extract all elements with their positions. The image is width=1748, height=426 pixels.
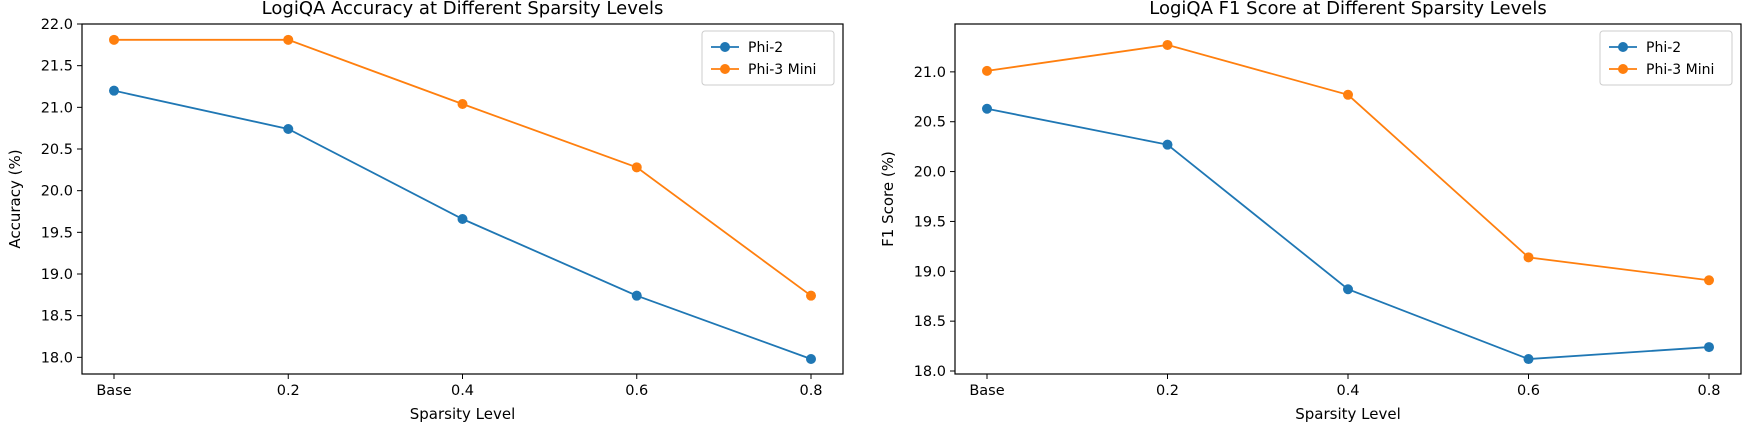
legend-marker	[1618, 64, 1628, 74]
y-tick-label: 20.0	[41, 184, 73, 200]
legend-label: Phi-3 Mini	[748, 62, 816, 78]
y-tick-label: 19.5	[41, 225, 73, 241]
x-tick-label: Base	[96, 383, 131, 399]
y-tick-label: 18.5	[914, 314, 946, 330]
x-tick-label: 0.6	[1517, 383, 1540, 399]
legend-marker	[720, 64, 730, 74]
data-point	[1162, 139, 1173, 150]
data-point	[1523, 354, 1534, 365]
data-point	[631, 290, 642, 301]
data-point	[283, 34, 294, 45]
chart-2: LogiQA F1 Score at Different Sparsity Le…	[879, 0, 1742, 423]
y-tick-label: 21.0	[41, 100, 73, 116]
chart-title: LogiQA Accuracy at Different Sparsity Le…	[262, 0, 664, 19]
legend: Phi-2 Phi-3 Mini	[701, 30, 835, 86]
x-tick-label: 0.6	[625, 383, 648, 399]
data-point	[457, 214, 468, 224]
data-point	[1704, 342, 1714, 353]
data-point	[806, 290, 816, 301]
y-tick-label: 19.0	[41, 267, 73, 283]
legend-marker	[720, 42, 730, 52]
legend-box	[1599, 30, 1733, 86]
y-tick-label: 18.0	[41, 350, 73, 366]
data-point	[1704, 275, 1714, 286]
x-tick-label: 0.8	[1697, 383, 1720, 399]
data-point	[109, 85, 119, 96]
data-point	[631, 162, 642, 173]
x-axis-label: Sparsity Level	[410, 405, 516, 423]
y-tick-label: 19.5	[914, 214, 946, 230]
data-point	[1343, 284, 1353, 295]
legend-label: Phi-2	[1646, 40, 1681, 56]
data-point	[1162, 39, 1173, 50]
legend: Phi-2 Phi-3 Mini	[1599, 30, 1733, 86]
x-tick-label: Base	[969, 383, 1004, 399]
chart-1: LogiQA Accuracy at Different Sparsity Le…	[6, 0, 844, 423]
legend-marker	[1618, 42, 1628, 52]
chart-title: LogiQA F1 Score at Different Sparsity Le…	[1149, 0, 1546, 19]
series-line-1	[986, 107, 1710, 360]
x-axis-label: Sparsity Level	[1295, 405, 1401, 423]
data-point	[283, 124, 294, 134]
legend-label: Phi-2	[748, 40, 783, 56]
y-tick-label: 19.0	[914, 264, 946, 280]
series-line-1	[113, 89, 812, 360]
x-tick-label: 0.8	[799, 383, 822, 399]
y-tick-label: 18.5	[41, 309, 73, 325]
data-point	[1343, 89, 1353, 100]
data-point	[1523, 252, 1534, 263]
y-axis-label: Accuracy (%)	[6, 149, 24, 248]
y-tick-label: 20.5	[914, 115, 946, 131]
y-tick-label: 21.0	[914, 65, 946, 81]
y-tick-label: 18.0	[914, 364, 946, 380]
data-point	[806, 354, 816, 364]
x-tick-label: 0.4	[451, 383, 474, 399]
data-point	[457, 99, 468, 109]
data-point	[982, 65, 992, 76]
x-tick-label: 0.2	[1156, 383, 1179, 399]
x-tick-label: 0.4	[1336, 383, 1359, 399]
legend-box	[701, 30, 835, 86]
y-tick-label: 20.0	[914, 165, 946, 181]
data-point	[109, 34, 119, 45]
y-axis-label: F1 Score (%)	[879, 151, 897, 247]
y-tick-label: 21.5	[41, 59, 73, 75]
y-tick-label: 22.0	[41, 17, 73, 33]
x-tick-label: 0.2	[277, 383, 300, 399]
data-point	[982, 103, 992, 114]
legend-label: Phi-3 Mini	[1646, 62, 1714, 78]
y-tick-label: 20.5	[41, 142, 73, 158]
